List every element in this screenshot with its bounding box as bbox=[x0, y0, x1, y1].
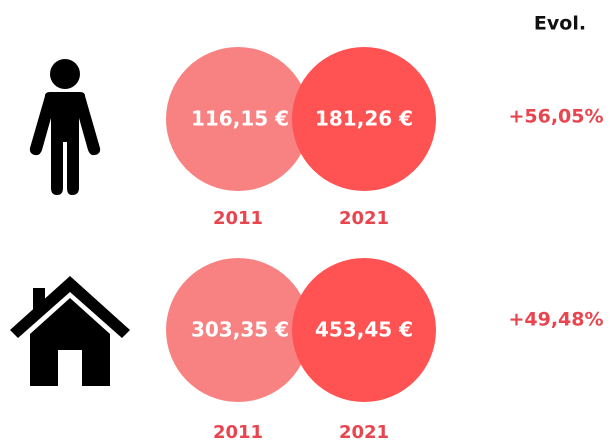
circle-2011 bbox=[166, 47, 310, 191]
house-icon bbox=[10, 276, 130, 386]
circle-2011 bbox=[166, 258, 310, 402]
year: 2021 bbox=[339, 422, 389, 442]
evol-header: Evol. bbox=[534, 13, 586, 35]
row-2: 303,35 € 453,45 € 2011 2021 +49,48% bbox=[166, 258, 604, 442]
amount: 453,45 € bbox=[315, 318, 413, 342]
circle-2021 bbox=[292, 47, 436, 191]
row-1: 116,15 € 181,26 € 2011 2021 +56,05% bbox=[166, 47, 604, 229]
amount: 181,26 € bbox=[315, 107, 413, 131]
year: 2011 bbox=[213, 208, 263, 229]
circle-2021 bbox=[292, 258, 436, 402]
evolution: +56,05% bbox=[508, 106, 603, 128]
year: 2011 bbox=[213, 422, 263, 442]
person-icon bbox=[29, 59, 101, 195]
evolution: +49,48% bbox=[508, 309, 603, 331]
year: 2021 bbox=[339, 208, 389, 229]
amount: 303,35 € bbox=[191, 318, 289, 342]
amount: 116,15 € bbox=[191, 107, 289, 131]
